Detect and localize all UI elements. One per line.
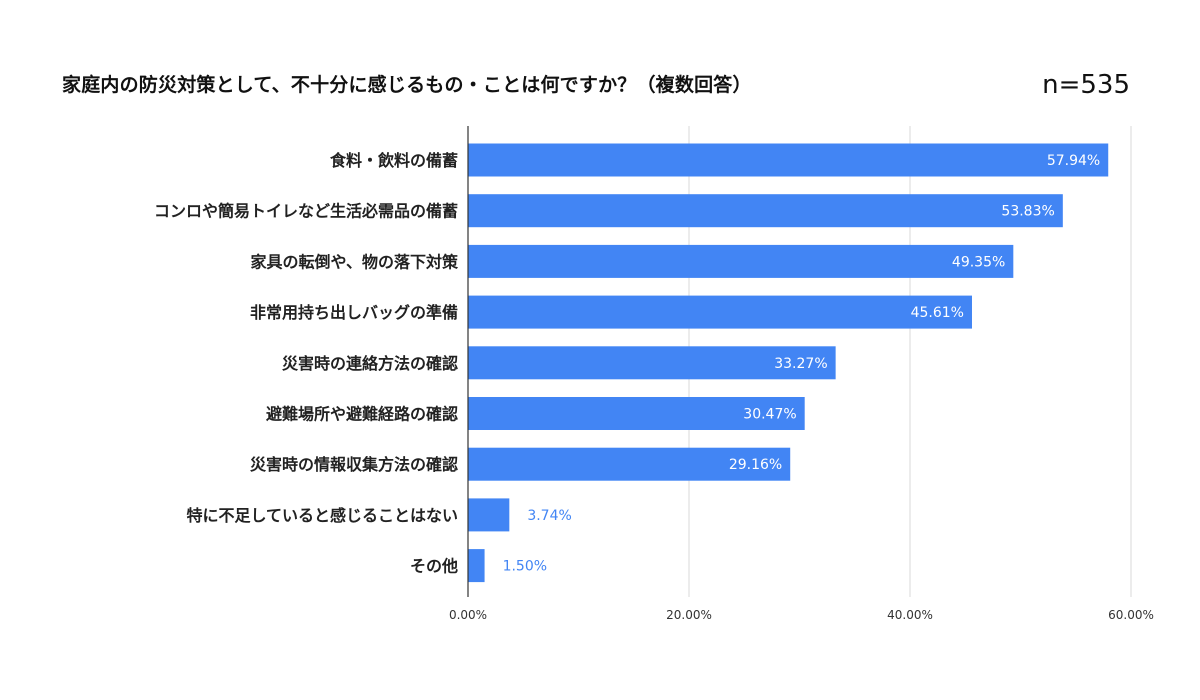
x-tick-label: 40.00%: [887, 608, 933, 622]
category-label: コンロや簡易トイレなど生活必需品の備蓄: [154, 202, 458, 221]
data-label: 53.83%: [1001, 204, 1054, 220]
category-label: 家具の転倒や、物の落下対策: [250, 252, 459, 271]
bar: [468, 143, 1109, 177]
data-label: 30.47%: [743, 407, 796, 423]
category-label: 避難場所や避難経路の確認: [266, 405, 458, 424]
bar: [468, 346, 836, 380]
data-label: 29.16%: [729, 457, 782, 473]
data-label: 3.74%: [527, 508, 571, 524]
data-label: 49.35%: [952, 254, 1005, 270]
chart-title: 家庭内の防災対策として、不十分に感じるもの・ことは何ですか？（複数回答）: [62, 74, 752, 96]
bar: [468, 498, 510, 532]
data-label: 57.94%: [1047, 153, 1100, 169]
category-label: 非常用持ち出しバッグの準備: [250, 303, 458, 322]
category-label: その他: [410, 557, 458, 576]
labels: 0.00% 20.00% 40.00% 60.00% 食料・飲料の備蓄 57.94% コンロ…: [154, 151, 1154, 622]
bar: [468, 397, 805, 430]
bar: [468, 295, 972, 329]
bar: [468, 447, 791, 481]
category-label: 特に不足していると感じることはない: [186, 506, 458, 525]
category-label: 災害時の連絡方法の確認: [282, 354, 458, 373]
data-label: 1.50%: [503, 559, 547, 575]
data-label: 45.61%: [911, 305, 964, 321]
category-label: 食料・飲料の備蓄: [329, 151, 458, 170]
data-label: 33.27%: [774, 356, 827, 372]
bar: [468, 549, 485, 583]
x-tick-label: 60.00%: [1108, 608, 1154, 622]
sample-size-label: n=535: [1042, 70, 1130, 100]
bars: [468, 143, 1109, 583]
x-tick-label: 20.00%: [666, 608, 712, 622]
x-tick-label: 0.00%: [449, 608, 487, 622]
bar: [468, 244, 1014, 278]
bar: [468, 194, 1063, 228]
category-label: 災害時の情報収集方法の確認: [250, 455, 458, 474]
